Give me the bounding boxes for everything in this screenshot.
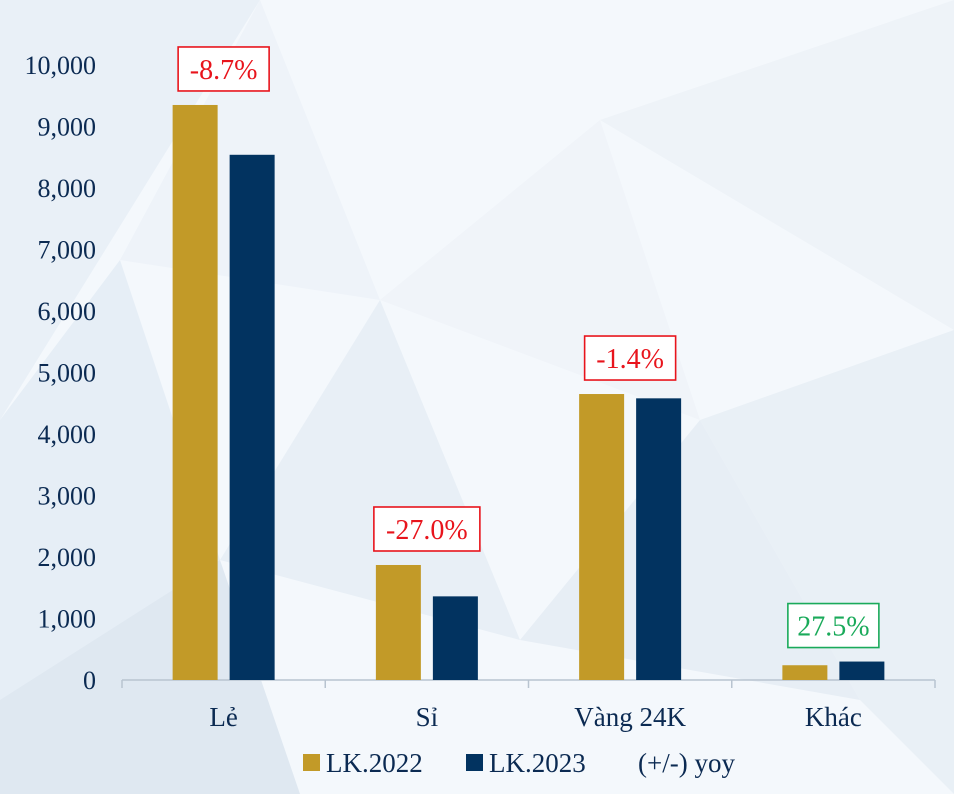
yoy-label: -27.0% <box>386 515 468 546</box>
x-tick-label: Sỉ <box>416 702 439 732</box>
x-tick-label: Khác <box>805 702 862 732</box>
yoy-label: -8.7% <box>190 55 258 86</box>
bars <box>172 104 885 681</box>
bar-lk2022-0 <box>172 104 218 681</box>
legend-swatch <box>466 754 483 771</box>
x-axis-ticks <box>121 680 936 688</box>
y-tick-label: 0 <box>83 666 96 695</box>
y-tick-label: 7,000 <box>38 236 97 265</box>
bar-lk2022-2 <box>579 394 625 680</box>
yoy-annotation: -27.0% <box>373 506 481 552</box>
yoy-label: 27.5% <box>797 612 869 643</box>
legend-label: LK.2022 <box>326 748 423 778</box>
x-tick-label: Vàng 24K <box>574 702 686 732</box>
y-axis: 0 1,000 2,000 3,000 4,000 5,000 6,000 7,000 8,00… <box>25 51 97 695</box>
y-tick-label: 1,000 <box>38 605 97 634</box>
yoy-annotation: -1.4% <box>583 335 677 381</box>
legend: LK.2022 LK.2023 (+/-) yoy <box>303 748 735 778</box>
y-tick-label: 10,000 <box>25 51 97 80</box>
bar-lk2023-1 <box>432 596 478 680</box>
x-tick-label: Lẻ <box>209 702 237 732</box>
legend-swatch <box>303 754 320 771</box>
y-tick-label: 5,000 <box>38 359 97 388</box>
yoy-box <box>177 46 270 92</box>
yoy-annotations: -8.7% -27.0% -1.4% 27.5% <box>177 46 880 649</box>
y-tick-label: 2,000 <box>38 543 97 572</box>
y-tick-label: 9,000 <box>38 113 97 142</box>
bar-lk2023-3 <box>839 661 885 680</box>
yoy-annotation: 27.5% <box>787 602 880 649</box>
yoy-box <box>787 602 880 649</box>
legend-label: LK.2023 <box>489 748 586 778</box>
bar-lk2022-3 <box>782 665 828 680</box>
bar-lk2023-0 <box>229 154 275 681</box>
legend-label: (+/-) yoy <box>638 748 735 778</box>
bar-lk2023-2 <box>636 398 682 680</box>
y-tick-label: 3,000 <box>38 482 97 511</box>
x-axis: Lẻ Sỉ Vàng 24K Khác <box>209 702 861 732</box>
y-tick-label: 6,000 <box>38 297 97 326</box>
yoy-box <box>583 335 677 381</box>
bar-lk2022-1 <box>375 564 421 680</box>
y-tick-label: 8,000 <box>38 174 97 203</box>
yoy-label: -1.4% <box>596 344 664 375</box>
y-tick-label: 4,000 <box>38 420 97 449</box>
yoy-box <box>373 506 481 552</box>
yoy-annotation: -8.7% <box>177 46 270 92</box>
